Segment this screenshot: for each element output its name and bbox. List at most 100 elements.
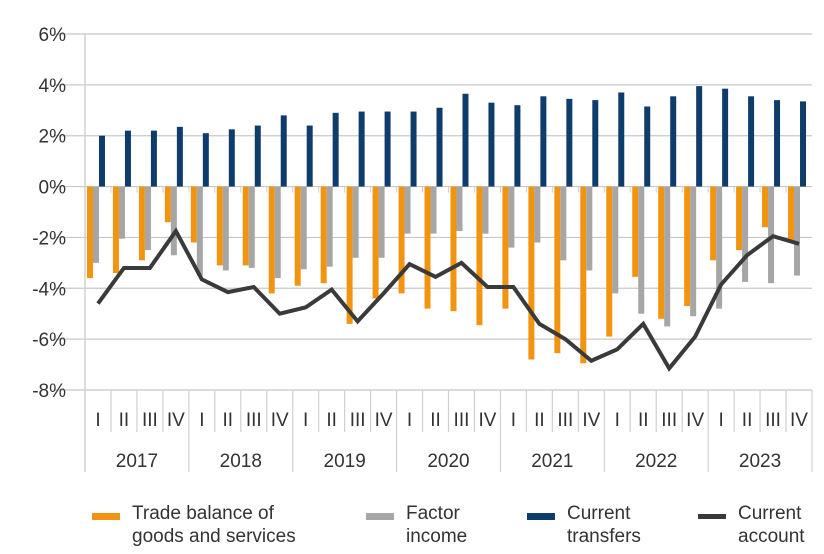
y-tick-label: 2% (39, 127, 67, 148)
y-tick-label: -8% (32, 381, 66, 402)
bar-trade-balance (424, 186, 431, 309)
y-tick-label: 4% (39, 76, 67, 97)
bar-factor-income (170, 186, 177, 256)
legend-swatch-current-transfers (527, 513, 555, 520)
bar-current-transfers (98, 135, 105, 187)
bar-trade-balance (216, 186, 223, 266)
bar-trade-balance (112, 186, 119, 274)
bar-current-transfers (228, 129, 235, 187)
y-tick-label: -4% (32, 279, 66, 300)
y-tick-label: 0% (39, 178, 67, 199)
bar-factor-income (118, 186, 125, 239)
bar-trade-balance (684, 186, 691, 307)
bar-factor-income (586, 186, 593, 271)
year-label: 2021 (531, 451, 573, 472)
bar-current-transfers (150, 130, 157, 187)
bar-trade-balance (346, 186, 353, 324)
bar-trade-balance (632, 186, 639, 277)
quarter-label: II (119, 410, 130, 431)
bar-trade-balance (528, 186, 535, 360)
bar-factor-income (144, 186, 151, 251)
bar-trade-balance (398, 186, 405, 294)
bar-factor-income (326, 186, 333, 267)
bar-trade-balance (502, 186, 509, 309)
bar-factor-income (456, 186, 463, 232)
bar-trade-balance (164, 186, 171, 223)
quarter-label: IV (790, 410, 808, 431)
bar-current-transfers (436, 107, 443, 187)
quarter-label: I (615, 410, 620, 431)
bar-current-transfers (384, 111, 391, 187)
bar-trade-balance (606, 186, 613, 337)
quarter-label: III (557, 410, 573, 431)
bar-factor-income (638, 186, 645, 314)
quarter-label: I (95, 410, 100, 431)
y-tick-label: -2% (32, 228, 66, 249)
quarter-label: III (454, 410, 470, 431)
bar-factor-income (690, 186, 697, 317)
chart: 6%4%2%0%-2%-4%-6%-8%I II III IV I II III IV I II I… (32, 25, 813, 472)
legend-item-current-transfers: Current transfers (527, 502, 641, 548)
bar-current-transfers (748, 96, 755, 187)
year-label: 2017 (116, 451, 158, 472)
bar-current-transfers (410, 111, 417, 187)
y-tick-label: 6% (39, 25, 67, 46)
quarter-label: I (199, 410, 204, 431)
legend-swatch-trade-balance (92, 513, 120, 520)
bar-trade-balance (788, 186, 795, 240)
quarter-label: III (246, 410, 262, 431)
legend-label-trade-balance: Trade balance of goods and services (132, 503, 296, 547)
bar-factor-income (196, 186, 203, 276)
bar-factor-income (404, 186, 411, 234)
bar-trade-balance (762, 186, 769, 228)
bar-current-transfers (332, 112, 339, 187)
quarter-label: I (407, 410, 412, 431)
quarter-label: IV (478, 410, 496, 431)
bar-current-transfers (644, 106, 651, 187)
bar-current-transfers (566, 98, 573, 187)
quarter-label: I (718, 410, 723, 431)
bar-factor-income (664, 186, 671, 327)
legend-label-current-transfers: Current transfers (567, 503, 641, 547)
bar-current-transfers (124, 130, 131, 187)
bar-factor-income (716, 186, 723, 309)
bar-trade-balance (268, 186, 275, 294)
quarter-label: II (534, 410, 545, 431)
bar-trade-balance (190, 186, 197, 243)
bar-factor-income (560, 186, 567, 261)
quarter-label: IV (582, 410, 600, 431)
bar-trade-balance (476, 186, 483, 326)
y-tick-label: -6% (32, 330, 66, 351)
year-label: 2022 (635, 451, 677, 472)
bar-factor-income (508, 186, 515, 248)
bar-factor-income (352, 186, 359, 258)
bar-current-transfers (696, 86, 703, 187)
line-current-account (96, 227, 800, 372)
bar-current-transfers (176, 126, 183, 187)
bar-current-transfers (618, 92, 625, 187)
bar-current-transfers (800, 101, 807, 187)
bar-trade-balance (580, 186, 587, 364)
quarter-label: III (142, 410, 158, 431)
bar-factor-income (222, 186, 229, 271)
bar-trade-balance (320, 186, 327, 284)
legend-label-current-account: Current account (738, 503, 805, 547)
quarter-label: II (430, 410, 441, 431)
bar-trade-balance (138, 186, 145, 261)
year-label: 2020 (427, 451, 469, 472)
bar-trade-balance (554, 186, 561, 354)
bar-current-transfers (722, 88, 729, 187)
legend-label-factor-income: Factor income (406, 503, 468, 547)
quarter-label: II (223, 410, 234, 431)
bar-current-transfers (488, 102, 495, 187)
bar-trade-balance (736, 186, 743, 251)
bar-current-transfers (774, 100, 781, 187)
bar-current-transfers (306, 125, 313, 187)
quarter-label: III (661, 410, 677, 431)
quarter-label: IV (375, 410, 393, 431)
bar-trade-balance (658, 186, 665, 319)
bar-factor-income (274, 186, 281, 279)
bar-trade-balance (710, 186, 717, 261)
quarter-label: III (765, 410, 781, 431)
bar-current-transfers (254, 125, 261, 187)
